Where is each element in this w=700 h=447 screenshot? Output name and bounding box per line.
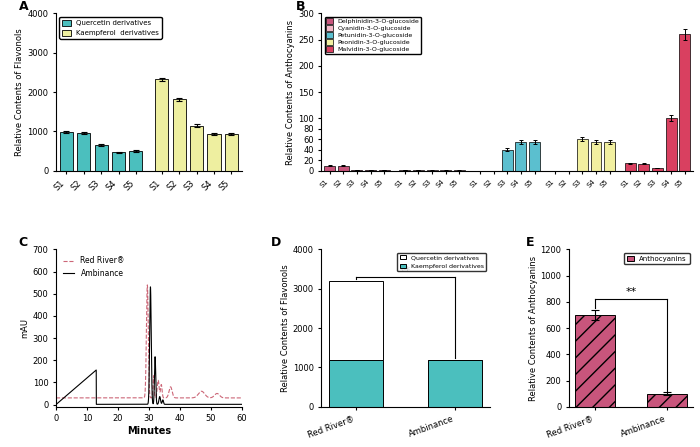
Text: A: A [19, 0, 29, 13]
Red River® [236, 395, 244, 401]
Ambinance [237, 402, 246, 407]
Ambinance [146, 284, 155, 290]
Bar [529, 142, 540, 171]
Bar [413, 170, 424, 171]
Legend: Red River®, Ambinance: Red River®, Ambinance [60, 253, 128, 281]
Bar [351, 170, 363, 171]
Bar [399, 170, 410, 171]
Line: Red River®: Red River® [56, 285, 241, 398]
Bar [155, 80, 169, 171]
Bar [173, 99, 186, 171]
Bar [324, 165, 335, 171]
Bar [648, 394, 687, 407]
Ambinance [122, 402, 130, 407]
Bar [515, 142, 526, 171]
Bar [60, 132, 73, 171]
Bar [112, 152, 125, 171]
Bar [679, 34, 690, 171]
Bar [338, 165, 349, 171]
Red River® [144, 282, 152, 287]
Bar [666, 118, 677, 171]
Bar [575, 315, 615, 407]
Text: D: D [271, 236, 281, 249]
Text: C: C [19, 236, 28, 249]
Bar [502, 150, 512, 171]
Ambinance [96, 402, 104, 407]
Legend: Quercetin derivatives, Kaempferol  derivatives: Quercetin derivatives, Kaempferol deriva… [60, 17, 162, 39]
Legend: Delphinidin-3-O-glucoside, Cyanidin-3-O-glucoside, Petunidin-3-O-glucoside, Peon: Delphinidin-3-O-glucoside, Cyanidin-3-O-… [325, 17, 421, 54]
Y-axis label: Relative Contents of Anthocyanins: Relative Contents of Anthocyanins [286, 20, 295, 164]
Bar [329, 359, 384, 407]
Y-axis label: Relative Contents of Flavonols: Relative Contents of Flavonols [281, 264, 290, 392]
Bar [428, 359, 482, 407]
Bar [94, 145, 108, 171]
Bar [130, 151, 142, 171]
Legend: Anthocyanins: Anthocyanins [624, 253, 690, 265]
Bar [591, 142, 601, 171]
Bar [638, 164, 650, 171]
Y-axis label: mAU: mAU [21, 318, 29, 338]
Bar [365, 170, 376, 171]
Bar [190, 126, 203, 171]
Bar [604, 142, 615, 171]
Ambinance [135, 402, 143, 407]
Ambinance [236, 402, 244, 407]
Text: **: ** [625, 287, 637, 297]
Bar [225, 134, 238, 171]
Bar [379, 170, 390, 171]
Bar [577, 139, 588, 171]
Bar [77, 133, 90, 171]
X-axis label: Minutes: Minutes [127, 426, 171, 436]
Ambinance [95, 402, 104, 407]
Y-axis label: Relative Contents of Flavonols: Relative Contents of Flavonols [15, 28, 24, 156]
Bar [329, 281, 384, 359]
Text: E: E [526, 236, 534, 249]
Red River® [237, 395, 246, 401]
Line: Ambinance: Ambinance [56, 287, 241, 405]
Text: **: ** [400, 266, 411, 276]
Red River® [122, 395, 130, 401]
Red River® [96, 395, 104, 401]
Red River® [135, 395, 143, 401]
Y-axis label: Relative Contents of Anthocyanins: Relative Contents of Anthocyanins [528, 256, 538, 401]
Bar [652, 168, 663, 171]
Text: B: B [295, 0, 305, 13]
Bar [207, 134, 220, 171]
Red River® [95, 395, 104, 401]
Ambinance [97, 402, 105, 407]
Red River® [97, 395, 105, 401]
Ambinance [52, 402, 60, 407]
Red River® [52, 395, 60, 401]
Legend: Quercetin derivatives, Kaempferol derivatives: Quercetin derivatives, Kaempferol deriva… [397, 253, 486, 271]
Bar [624, 164, 636, 171]
